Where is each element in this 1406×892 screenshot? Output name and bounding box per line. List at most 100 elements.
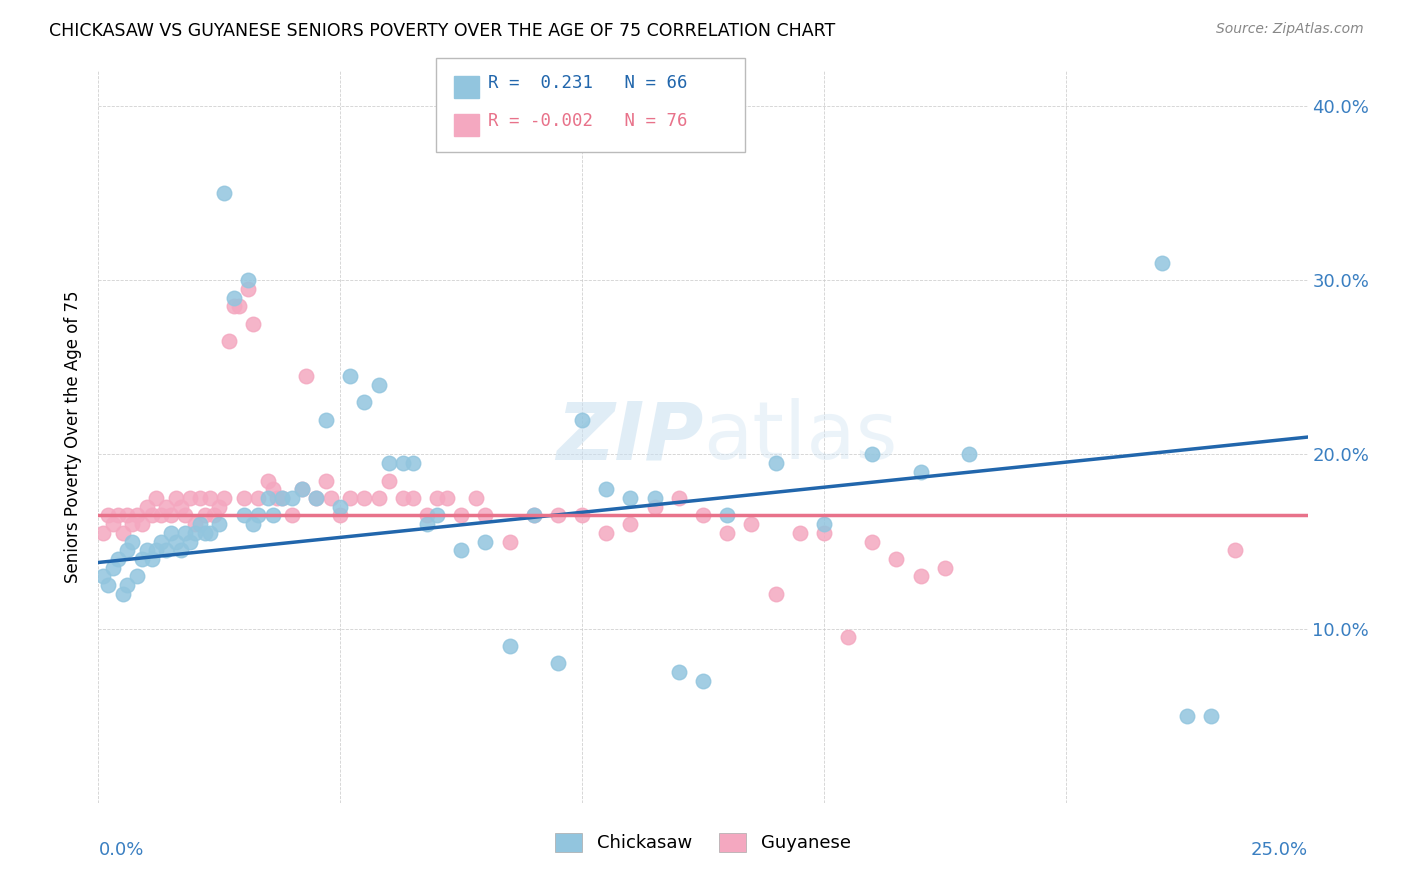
Point (262, 483, 284, 497)
Point (619, 491, 641, 505)
Point (188, 491, 211, 505)
Point (141, 552, 163, 566)
Point (117, 578, 139, 592)
Point (131, 552, 153, 566)
Point (256, 474, 278, 488)
Point (174, 525, 197, 540)
Point (523, 508, 546, 523)
Point (765, 456, 787, 470)
Point (416, 508, 439, 523)
Point (329, 500, 352, 514)
Point (91, 569, 114, 583)
Point (218, 334, 240, 349)
Point (222, 291, 245, 305)
Point (668, 665, 690, 680)
Point (131, 517, 153, 532)
Point (212, 491, 235, 505)
Point (117, 543, 139, 558)
Point (426, 491, 449, 505)
Point (957, 448, 980, 462)
Point (1175, 708, 1198, 723)
Text: atlas: atlas (703, 398, 897, 476)
Point (474, 508, 496, 523)
Point (165, 491, 187, 505)
Text: 0.0%: 0.0% (98, 841, 143, 859)
Point (644, 500, 666, 514)
Point (204, 508, 226, 523)
Text: CHICKASAW VS GUYANESE SENIORS POVERTY OVER THE AGE OF 75 CORRELATION CHART: CHICKASAW VS GUYANESE SENIORS POVERTY OV… (49, 22, 835, 40)
Point (107, 508, 129, 523)
Point (368, 491, 391, 505)
Point (198, 525, 221, 540)
Text: 25.0%: 25.0% (1250, 841, 1308, 859)
Point (91, 525, 114, 540)
Point (242, 517, 264, 532)
Point (266, 491, 288, 505)
Point (860, 534, 883, 549)
Point (498, 639, 520, 653)
Point (474, 534, 496, 549)
Point (498, 534, 520, 549)
Point (111, 587, 134, 601)
Point (416, 517, 439, 532)
Point (281, 491, 304, 505)
Point (392, 456, 415, 470)
Point (256, 491, 278, 505)
Point (141, 508, 163, 523)
Point (910, 465, 932, 479)
Point (194, 525, 217, 540)
Point (232, 508, 254, 523)
Point (150, 508, 173, 523)
Point (644, 491, 666, 505)
Point (247, 508, 270, 523)
Point (117, 508, 139, 523)
Point (135, 500, 157, 514)
Point (619, 517, 641, 532)
Point (392, 491, 415, 505)
Point (547, 657, 569, 671)
Point (184, 517, 207, 532)
Point (179, 491, 201, 505)
Point (353, 491, 375, 505)
Point (319, 491, 342, 505)
Point (121, 534, 143, 549)
Point (107, 552, 129, 566)
Point (571, 508, 593, 523)
Point (740, 517, 762, 532)
Point (188, 517, 211, 532)
Point (271, 491, 294, 505)
Point (228, 300, 250, 314)
Point (242, 317, 264, 331)
Point (377, 456, 399, 470)
Point (290, 483, 312, 497)
Point (281, 508, 304, 523)
Point (145, 491, 167, 505)
Point (305, 491, 328, 505)
Point (402, 491, 425, 505)
Point (97, 508, 120, 523)
Point (150, 534, 173, 549)
Point (353, 395, 375, 409)
Point (813, 517, 835, 532)
Point (426, 508, 449, 523)
Point (208, 500, 231, 514)
Point (523, 508, 546, 523)
Point (160, 508, 183, 523)
Point (402, 456, 425, 470)
Point (450, 508, 472, 523)
Point (305, 491, 328, 505)
Point (1152, 256, 1174, 270)
Point (813, 525, 835, 540)
Point (155, 543, 177, 558)
Point (315, 412, 337, 426)
Point (910, 569, 932, 583)
Point (212, 186, 235, 201)
Point (101, 517, 124, 532)
Point (547, 508, 569, 523)
Point (127, 569, 149, 583)
Point (208, 517, 231, 532)
Point (860, 448, 883, 462)
Point (329, 508, 352, 523)
Point (247, 491, 270, 505)
Point (198, 491, 221, 505)
